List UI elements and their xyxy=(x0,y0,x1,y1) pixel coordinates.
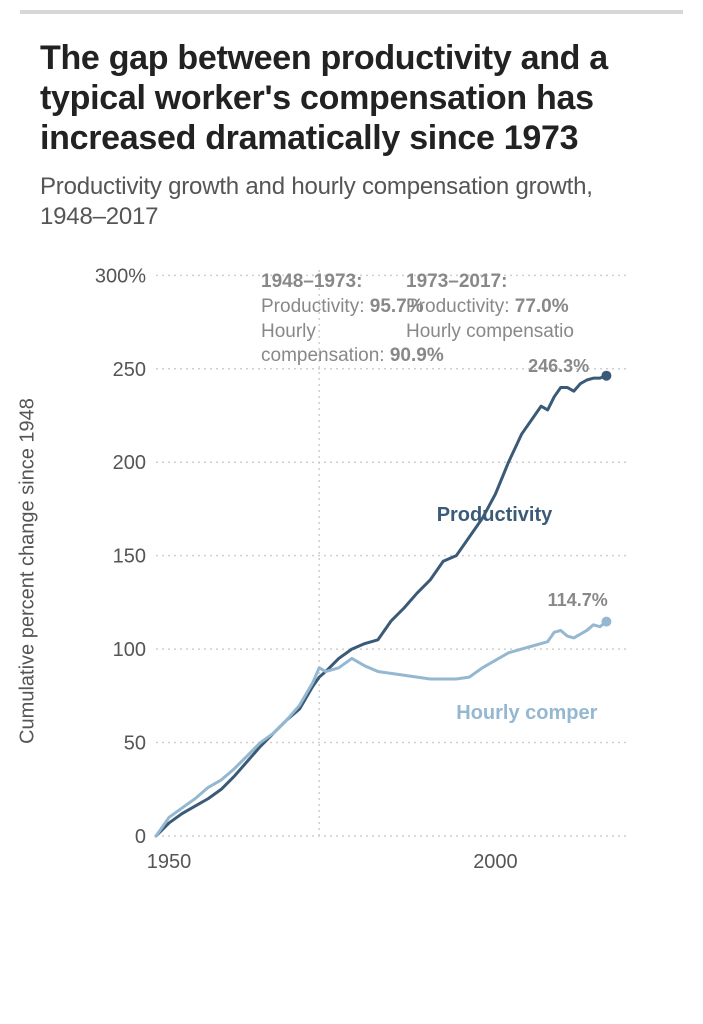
svg-text:50: 50 xyxy=(124,733,146,755)
end-value-productivity: 246.3% xyxy=(528,356,589,377)
chart-area: Cumulative percent change since 1948 050… xyxy=(36,266,656,876)
svg-text:150: 150 xyxy=(113,546,146,568)
svg-text:0: 0 xyxy=(135,826,146,848)
y-axis-label: Cumulative percent change since 1948 xyxy=(17,398,40,744)
svg-text:100: 100 xyxy=(113,639,146,661)
svg-text:1950: 1950 xyxy=(147,851,192,873)
svg-text:2000: 2000 xyxy=(473,851,518,873)
svg-text:250: 250 xyxy=(113,359,146,381)
top-rule xyxy=(20,10,683,14)
chart-subtitle: Productivity growth and hourly compensat… xyxy=(40,172,663,232)
svg-text:300%: 300% xyxy=(95,266,146,287)
chart-container: The gap between productivity and a typic… xyxy=(40,38,663,1004)
series-label-compensation: Hourly comper xyxy=(456,702,597,725)
svg-text:200: 200 xyxy=(113,453,146,475)
chart-title: The gap between productivity and a typic… xyxy=(40,38,663,158)
series-label-productivity: Productivity xyxy=(437,504,553,527)
end-value-compensation: 114.7% xyxy=(548,590,608,611)
